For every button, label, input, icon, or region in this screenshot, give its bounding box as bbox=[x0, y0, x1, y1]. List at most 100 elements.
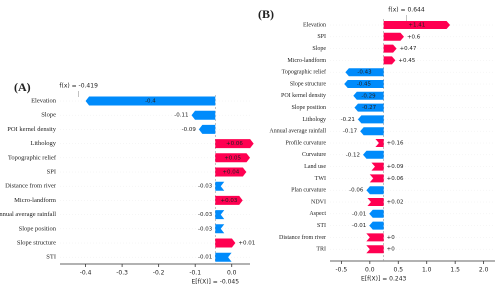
data-label: +0.06 bbox=[226, 141, 243, 147]
data-label: -0.01 bbox=[352, 223, 366, 229]
x-tick-label: 0.5 bbox=[394, 267, 404, 274]
bar bbox=[369, 221, 384, 230]
bar bbox=[375, 139, 384, 147]
fx-label: f(x) = 0.644 bbox=[388, 7, 425, 14]
x-tick-label: 0.0 bbox=[227, 270, 237, 277]
data-label: +0 bbox=[387, 235, 396, 241]
y-tick-label: Distance from river bbox=[279, 234, 326, 241]
y-tick-label: STI bbox=[46, 254, 56, 261]
bar bbox=[363, 150, 384, 159]
y-tick-label: TWI bbox=[315, 176, 326, 182]
bar bbox=[366, 186, 384, 195]
bar bbox=[198, 124, 216, 134]
x-tick-label: 2.0 bbox=[479, 267, 489, 274]
bar bbox=[357, 115, 384, 124]
data-label: -0.17 bbox=[343, 129, 358, 135]
bar bbox=[85, 96, 216, 106]
fx-label: f(x) = -0.419 bbox=[59, 83, 98, 90]
bar bbox=[383, 32, 404, 41]
x-tick-label: -0.4 bbox=[80, 270, 92, 277]
data-label: +0.45 bbox=[398, 58, 415, 64]
y-tick-label: Land use bbox=[304, 164, 326, 170]
bar bbox=[215, 139, 254, 149]
bar bbox=[215, 252, 232, 262]
y-tick-label: Slope bbox=[41, 112, 56, 119]
data-label: -0.11 bbox=[174, 113, 188, 119]
data-label: +0.01 bbox=[238, 241, 255, 247]
data-label: -0.01 bbox=[198, 255, 212, 261]
bar bbox=[383, 44, 397, 53]
bar bbox=[369, 209, 384, 218]
x-tick-label: 1.5 bbox=[450, 267, 460, 274]
y-tick-label: Plan curvature bbox=[291, 188, 326, 194]
y-tick-label: Micro-landform bbox=[14, 197, 56, 204]
y-tick-label: STI bbox=[317, 223, 326, 229]
data-label: -0.12 bbox=[346, 152, 360, 158]
x-tick-label: 1.0 bbox=[422, 267, 432, 274]
bar bbox=[215, 167, 247, 177]
data-label: +0.09 bbox=[387, 164, 404, 170]
panel-label: (A) bbox=[14, 80, 31, 94]
x-tick-label: -0.1 bbox=[189, 270, 201, 277]
y-tick-label: Topographic relief bbox=[282, 69, 326, 76]
bar bbox=[215, 224, 225, 234]
data-label: +0.05 bbox=[224, 155, 241, 161]
y-tick-label: Curvature bbox=[302, 152, 326, 158]
data-label: +0.06 bbox=[387, 176, 404, 182]
data-label: -0.06 bbox=[349, 188, 364, 194]
y-tick-label: NDVI bbox=[311, 199, 326, 205]
y-tick-label: Slope position bbox=[19, 225, 57, 232]
y-tick-label: Slope position bbox=[291, 105, 326, 111]
y-tick-label: SPI bbox=[317, 34, 326, 40]
data-label: +0.16 bbox=[387, 141, 404, 147]
y-tick-label: Lithology bbox=[302, 117, 326, 123]
y-tick-label: Topographic relief bbox=[8, 154, 57, 161]
data-label: -0.4 bbox=[145, 99, 156, 105]
y-tick-label: Slope structure bbox=[17, 239, 56, 246]
bar bbox=[353, 91, 384, 100]
y-tick-label: Annual average rainfall bbox=[269, 128, 326, 135]
x-tick-label: 0.0 bbox=[365, 267, 375, 274]
data-label: -0.03 bbox=[198, 212, 213, 218]
x-tick-label: -0.2 bbox=[153, 270, 165, 277]
y-tick-label: Micro-landform bbox=[287, 57, 326, 64]
bar bbox=[369, 174, 384, 183]
data-label: +0.6 bbox=[407, 34, 421, 40]
y-tick-label: Aspect bbox=[309, 211, 326, 217]
data-label: -0.27 bbox=[362, 105, 377, 111]
y-tick-label: POI kernel density bbox=[281, 93, 326, 99]
data-label: -0.21 bbox=[341, 117, 355, 123]
data-label: -0.01 bbox=[352, 211, 366, 217]
bar bbox=[366, 245, 384, 254]
y-tick-label: Slope bbox=[312, 46, 326, 52]
data-label: -0.43 bbox=[357, 70, 372, 76]
y-tick-label: Profile curvature bbox=[286, 139, 327, 146]
bar bbox=[345, 68, 384, 77]
y-tick-label: Elevation bbox=[31, 97, 57, 104]
y-tick-label: Slope structure bbox=[290, 81, 326, 87]
bar bbox=[215, 195, 243, 205]
data-label: -0.03 bbox=[198, 226, 213, 232]
bar bbox=[344, 80, 384, 88]
data-label: -0.45 bbox=[357, 82, 372, 88]
data-label: -0.29 bbox=[361, 93, 376, 99]
bar bbox=[383, 21, 451, 29]
bar bbox=[215, 238, 236, 248]
y-tick-label: Elevation bbox=[303, 22, 326, 28]
x-tick-label: -0.5 bbox=[336, 267, 348, 274]
data-label: +1.41 bbox=[408, 23, 425, 29]
data-label: +0.47 bbox=[400, 46, 417, 52]
data-label: -0.03 bbox=[198, 184, 213, 190]
y-tick-label: Distance from river bbox=[5, 183, 57, 190]
panel-label: (B) bbox=[258, 7, 274, 21]
bar bbox=[215, 210, 225, 220]
data-label: +0.04 bbox=[222, 170, 239, 176]
bar bbox=[215, 181, 225, 191]
bar bbox=[215, 153, 250, 163]
data-label: +0 bbox=[387, 247, 396, 253]
x-tick-label: -0.3 bbox=[116, 270, 128, 277]
y-tick-label: Lithology bbox=[30, 140, 56, 147]
y-tick-label: TRI bbox=[316, 247, 326, 253]
bar bbox=[383, 56, 396, 65]
